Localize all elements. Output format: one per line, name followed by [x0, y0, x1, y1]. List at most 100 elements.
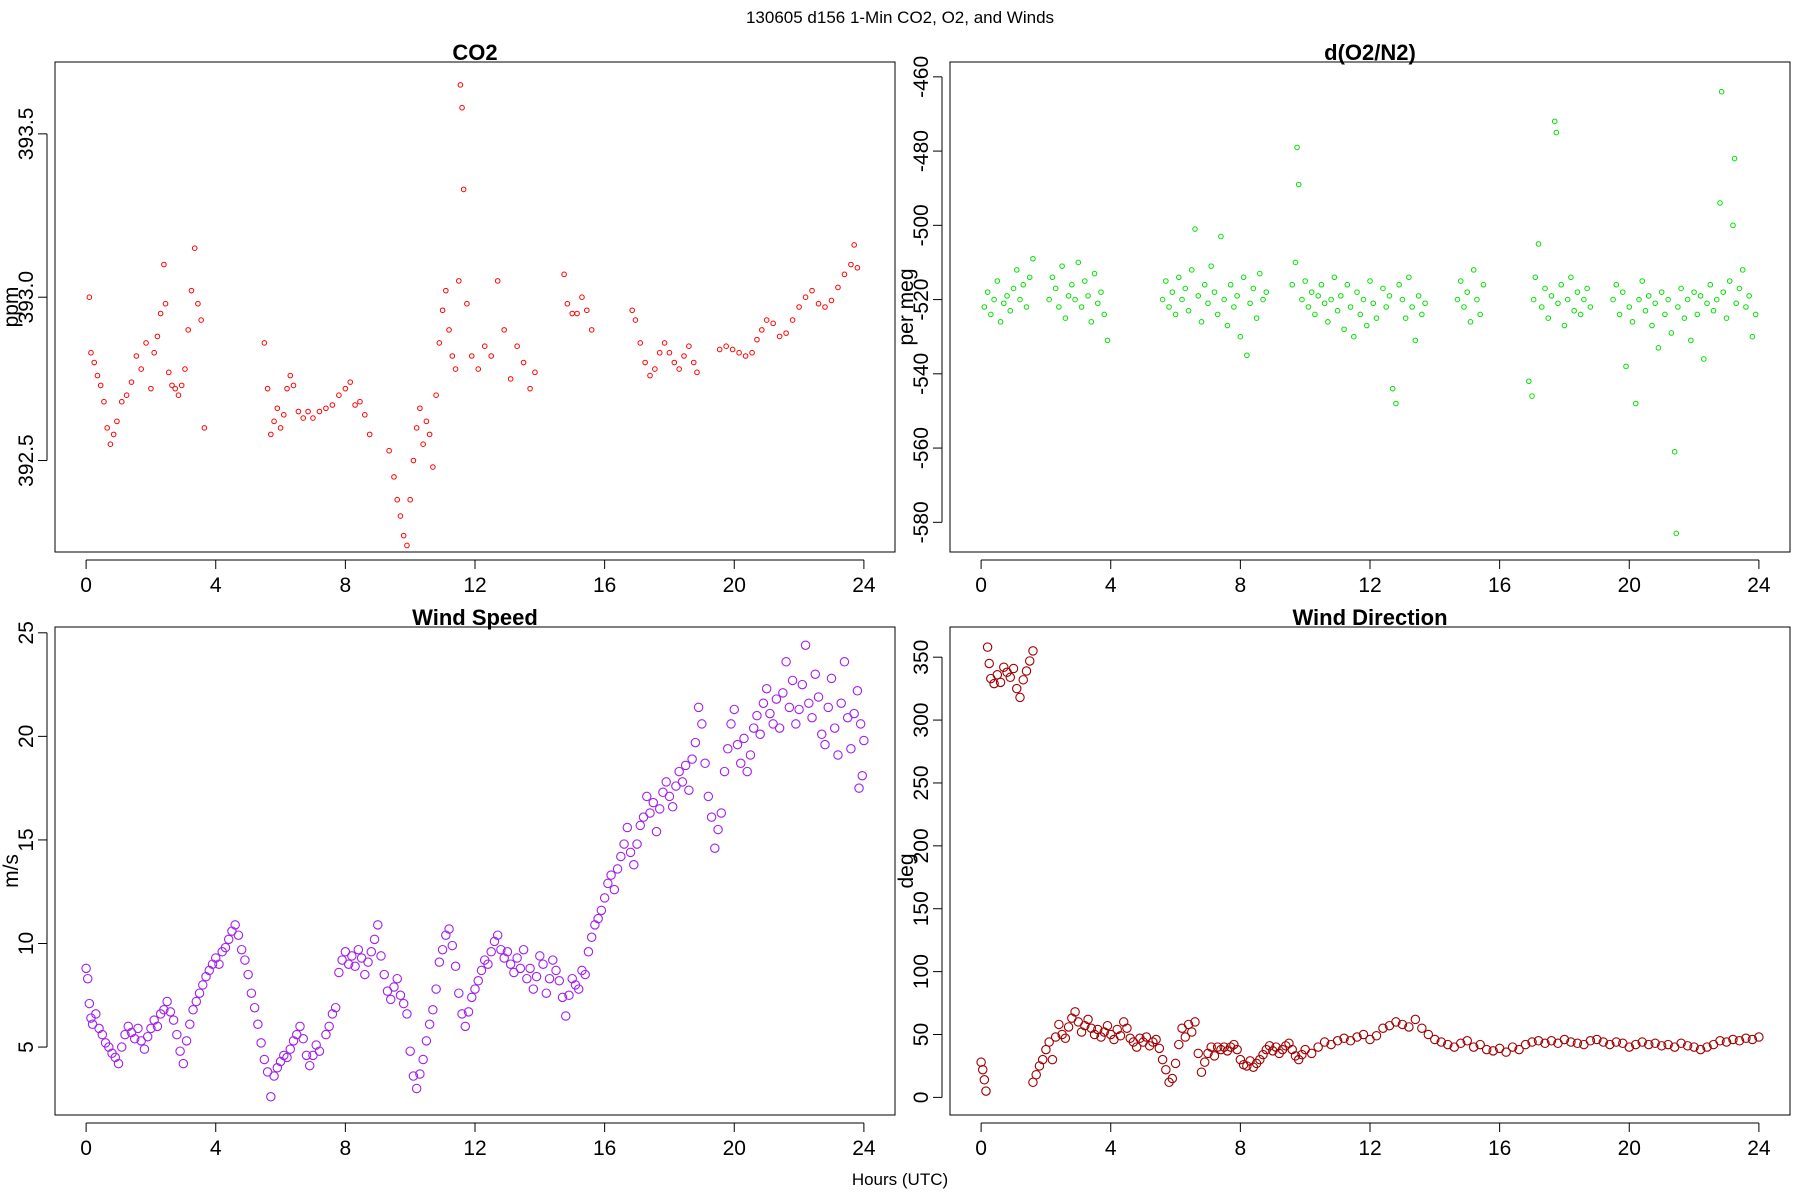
data-point [710, 843, 720, 853]
data-point [342, 385, 349, 392]
data-point [739, 733, 749, 744]
x-tick-label: 0 [975, 574, 987, 597]
data-point [398, 998, 409, 1009]
data-point [1260, 296, 1266, 303]
data-point [1264, 1041, 1275, 1051]
data-point [758, 698, 769, 708]
y-tick-label: 50 [910, 1023, 933, 1046]
data-point [1325, 319, 1331, 325]
chart-panels: CO2 ppm 0 4 8 12 16 20 24 392.5 393.0 393.5 d(O2/N2)… [0, 40, 1791, 1160]
data-point [195, 300, 201, 307]
data-point [1088, 319, 1095, 325]
data-point [1192, 226, 1198, 232]
data-point [1212, 1042, 1223, 1052]
data-point [841, 271, 848, 278]
data-point [1023, 304, 1030, 310]
data-point [802, 294, 809, 301]
chart-title: Wind Speed [412, 605, 538, 630]
data-point [1571, 307, 1577, 314]
data-point [1391, 1017, 1401, 1027]
data-point [1332, 1036, 1343, 1046]
data-point [815, 300, 822, 307]
data-point [1530, 296, 1537, 303]
data-point [253, 1019, 263, 1030]
data-point [583, 947, 594, 957]
x-tick-label: 12 [1358, 1137, 1381, 1160]
y-tick-label: 5 [15, 1041, 38, 1053]
y-tick-label: 300 [910, 703, 933, 738]
data-point [781, 657, 791, 667]
data-point [157, 310, 164, 317]
y-tick-label: 20 [15, 725, 38, 748]
data-point [138, 366, 145, 372]
data-point [1689, 1042, 1699, 1052]
data-point [527, 385, 533, 392]
data-point [486, 947, 496, 957]
x-tick-label: 8 [1235, 574, 1247, 597]
data-point [1199, 1057, 1210, 1067]
data-point [1470, 267, 1477, 273]
data-point [810, 669, 821, 679]
data-point [1367, 278, 1373, 284]
data-point [817, 729, 827, 740]
data-point [271, 418, 277, 425]
data-point [716, 346, 723, 353]
data-point [321, 1029, 331, 1040]
data-point [989, 678, 999, 689]
data-point [310, 415, 316, 421]
plot-frame [949, 626, 1791, 1116]
data-point [300, 415, 307, 421]
data-point [316, 408, 323, 415]
data-point [1315, 293, 1321, 299]
x-tick-label: 24 [1747, 574, 1771, 597]
data-point [994, 278, 1001, 284]
data-point [1643, 1039, 1654, 1050]
data-point [1462, 1036, 1472, 1046]
data-point [470, 984, 480, 994]
data-point [1174, 1039, 1184, 1050]
data-point [1743, 304, 1749, 310]
data-point [1752, 311, 1759, 318]
data-point [684, 785, 694, 795]
data-point [548, 955, 558, 965]
data-point [1561, 322, 1568, 329]
data-point [616, 851, 626, 862]
data-point [674, 766, 684, 777]
data-point [855, 719, 866, 729]
data-point [1170, 1058, 1181, 1069]
data-point [1681, 315, 1688, 321]
data-point [1004, 293, 1010, 299]
chart-title: d(O2/N2) [1324, 40, 1416, 65]
y-tick-label: 10 [15, 932, 38, 955]
data-point [1235, 1054, 1246, 1065]
data-point [502, 947, 513, 957]
data-point [671, 359, 678, 366]
data-points [981, 88, 1759, 537]
data-point [460, 186, 467, 193]
data-point [501, 327, 507, 333]
y-tick-label: 100 [910, 954, 933, 989]
data-point [386, 447, 392, 454]
data-point [1626, 304, 1633, 310]
data-point [324, 1021, 334, 1032]
data-point [846, 744, 856, 754]
data-point [1404, 1022, 1414, 1032]
data-point [822, 304, 828, 310]
data-point [729, 346, 736, 353]
data-point [1089, 1029, 1100, 1040]
data-point [661, 777, 671, 787]
data-point [1000, 300, 1007, 307]
data-point [118, 398, 125, 405]
data-point [736, 349, 742, 356]
data-point [360, 969, 370, 980]
data-point [1636, 296, 1642, 303]
data-point [385, 994, 396, 1005]
data-point [1645, 293, 1652, 299]
data-point [162, 996, 172, 1007]
data-point [142, 1031, 153, 1042]
data-point [1533, 1036, 1544, 1046]
data-point [185, 327, 191, 333]
data-point [1721, 1037, 1732, 1047]
data-point [1613, 281, 1620, 288]
data-point [1115, 1031, 1126, 1041]
